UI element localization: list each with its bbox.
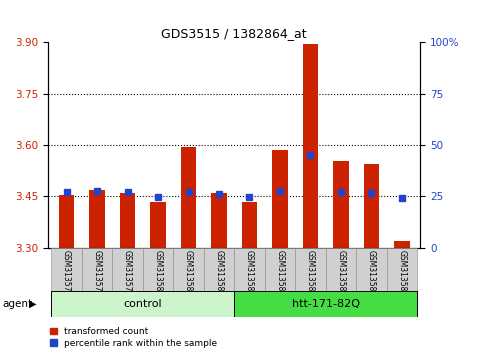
Bar <box>59 195 74 248</box>
Bar <box>387 248 417 292</box>
Bar <box>295 248 326 292</box>
Bar <box>364 164 379 248</box>
Text: htt-171-82Q: htt-171-82Q <box>292 299 360 309</box>
Text: GSM313577: GSM313577 <box>62 250 71 296</box>
Bar <box>143 248 173 292</box>
Bar <box>51 291 234 317</box>
Text: GSM313588: GSM313588 <box>398 250 406 296</box>
Bar <box>394 241 410 248</box>
Bar <box>89 190 105 248</box>
Text: GSM313586: GSM313586 <box>337 250 345 296</box>
Title: GDS3515 / 1382864_at: GDS3515 / 1382864_at <box>161 27 307 40</box>
Text: GSM313583: GSM313583 <box>245 250 254 296</box>
Bar <box>173 248 204 292</box>
Bar <box>265 248 295 292</box>
Bar <box>120 193 135 248</box>
Text: GSM313578: GSM313578 <box>93 250 101 296</box>
Bar <box>150 201 166 248</box>
Bar <box>181 147 196 248</box>
Bar <box>272 150 287 248</box>
Text: GSM313585: GSM313585 <box>306 250 315 296</box>
Legend: transformed count, percentile rank within the sample: transformed count, percentile rank withi… <box>48 325 219 349</box>
Bar <box>326 248 356 292</box>
Text: GSM313582: GSM313582 <box>214 250 224 296</box>
Text: GSM313584: GSM313584 <box>275 250 284 296</box>
Bar <box>204 248 234 292</box>
Bar <box>113 248 143 292</box>
Bar <box>212 193 227 248</box>
Text: control: control <box>124 299 162 309</box>
Bar <box>242 201 257 248</box>
Text: GSM313581: GSM313581 <box>184 250 193 296</box>
Text: agent: agent <box>2 299 32 309</box>
Bar <box>356 248 387 292</box>
Bar <box>234 248 265 292</box>
Bar <box>333 160 349 248</box>
Text: GSM313587: GSM313587 <box>367 250 376 296</box>
Text: GSM313580: GSM313580 <box>154 250 163 296</box>
Bar <box>51 248 82 292</box>
Bar <box>234 291 417 317</box>
Bar <box>303 44 318 248</box>
Text: ▶: ▶ <box>29 299 37 309</box>
Bar <box>82 248 113 292</box>
Text: GSM313579: GSM313579 <box>123 250 132 296</box>
